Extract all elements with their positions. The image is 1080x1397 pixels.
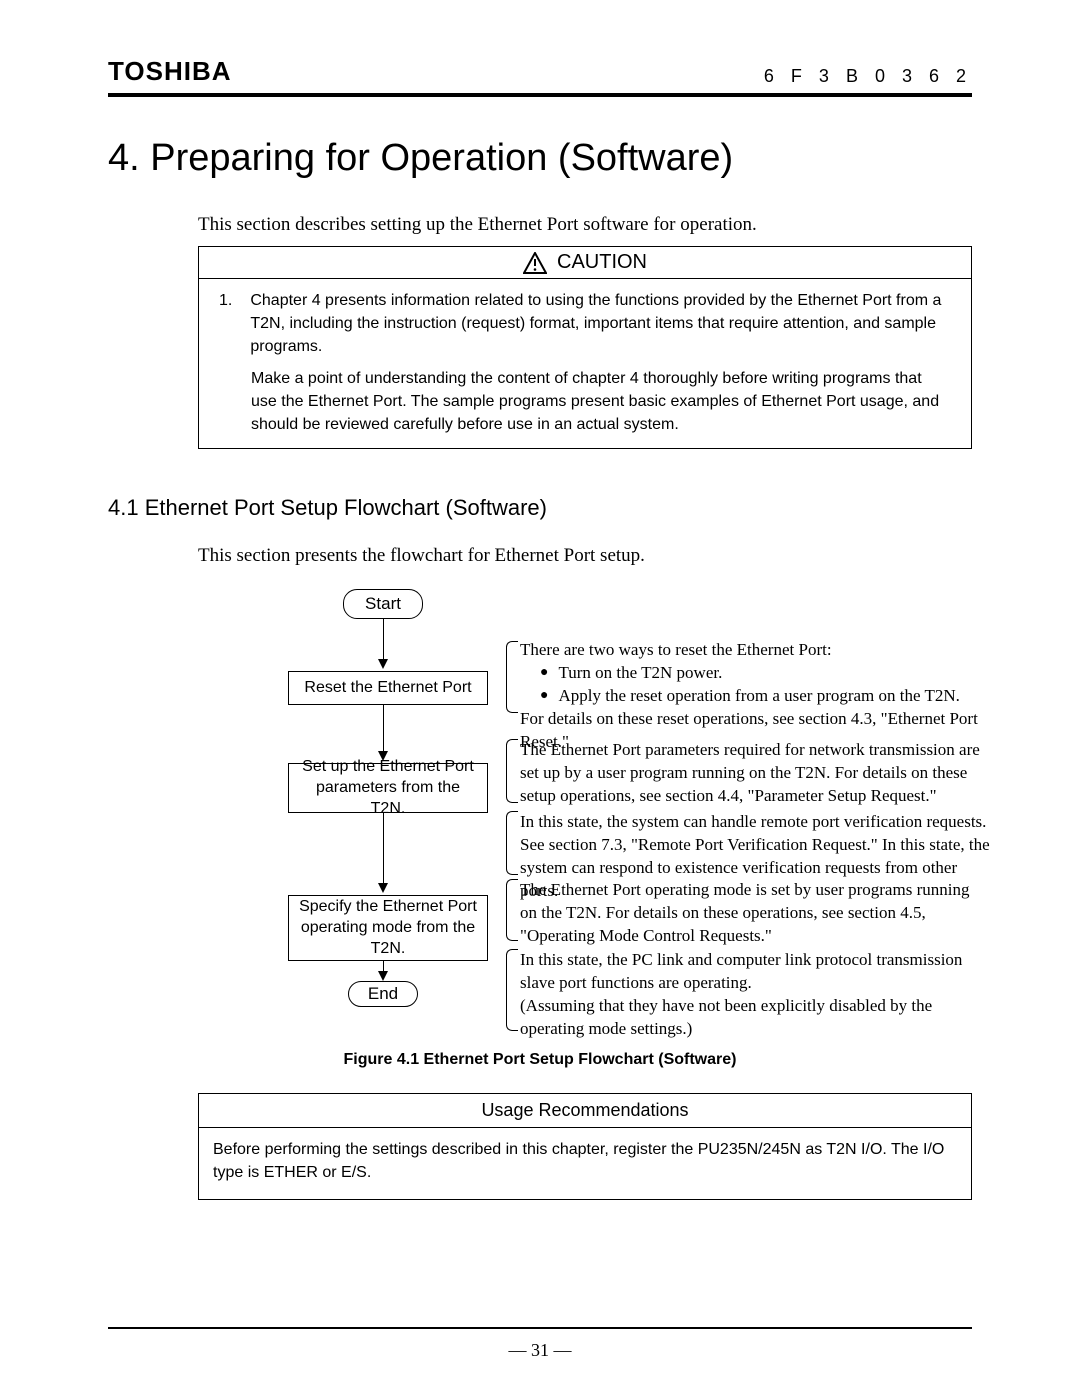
caution-box: CAUTION 1. Chapter 4 presents informatio… (198, 246, 972, 449)
annot-bullet: ●Turn on the T2N power. (520, 662, 990, 685)
bracket-icon (506, 739, 518, 803)
flow-edge (383, 619, 384, 661)
flow-edge (383, 705, 384, 753)
annot-reset: There are two ways to reset the Ethernet… (520, 639, 990, 754)
flow-start: Start (343, 589, 423, 619)
caution-header: CAUTION (199, 247, 971, 279)
annot-setup: The Ethernet Port parameters required fo… (520, 739, 990, 808)
arrow-icon (378, 883, 388, 893)
figure-caption: Figure 4.1 Ethernet Port Setup Flowchart… (108, 1051, 972, 1069)
section-title: 4. Preparing for Operation (Software) (108, 137, 972, 180)
flow-specify: Specify the Ethernet Port operating mode… (288, 895, 488, 961)
arrow-icon (378, 971, 388, 981)
section-intro: This section describes setting up the Et… (198, 214, 972, 236)
brand-logo: TOSHIBA (108, 56, 232, 87)
flow-edge (383, 813, 384, 885)
annot-line: There are two ways to reset the Ethernet… (520, 639, 990, 662)
annot-line: Turn on the T2N power. (558, 662, 722, 685)
usage-title: Usage Recommendations (199, 1094, 971, 1128)
subsection-intro: This section presents the flowchart for … (198, 545, 972, 567)
caution-p1: Chapter 4 presents information related t… (250, 289, 951, 359)
bracket-icon (506, 879, 518, 941)
caution-p2: Make a point of understanding the conten… (251, 367, 951, 437)
flow-setup: Set up the Ethernet Port parameters from… (288, 763, 488, 813)
flow-end: End (348, 981, 418, 1007)
annot-line: (Assuming that they have not been explic… (520, 995, 990, 1041)
annot-bullet: ●Apply the reset operation from a user p… (520, 685, 990, 708)
bracket-icon (506, 641, 518, 713)
caution-label: CAUTION (557, 251, 647, 274)
annot-line: In this state, the PC link and computer … (520, 949, 990, 995)
usage-box: Usage Recommendations Before performing … (198, 1093, 972, 1199)
header-row: TOSHIBA 6 F 3 B 0 3 6 2 (108, 56, 972, 87)
flowchart: Start Reset the Ethernet Port Set up the… (198, 589, 972, 1039)
doc-code: 6 F 3 B 0 3 6 2 (764, 66, 972, 87)
caution-item: 1. Chapter 4 presents information relate… (219, 289, 951, 359)
usage-body: Before performing the settings described… (199, 1128, 971, 1198)
annot-specify: The Ethernet Port operating mode is set … (520, 879, 990, 948)
arrow-icon (378, 659, 388, 669)
header-rule (108, 93, 972, 97)
annot-state2: In this state, the PC link and computer … (520, 949, 990, 1041)
footer-rule (108, 1327, 972, 1329)
page-number: — 31 — (0, 1340, 1080, 1361)
bracket-icon (506, 811, 518, 875)
bracket-icon (506, 949, 518, 1031)
caution-number: 1. (219, 289, 232, 359)
subsection-title: 4.1 Ethernet Port Setup Flowchart (Softw… (108, 495, 972, 521)
annot-line: Apply the reset operation from a user pr… (558, 685, 959, 708)
flow-reset: Reset the Ethernet Port (288, 671, 488, 705)
caution-body: 1. Chapter 4 presents information relate… (199, 279, 971, 448)
page: TOSHIBA 6 F 3 B 0 3 6 2 4. Preparing for… (0, 0, 1080, 1397)
warning-icon (523, 252, 547, 274)
